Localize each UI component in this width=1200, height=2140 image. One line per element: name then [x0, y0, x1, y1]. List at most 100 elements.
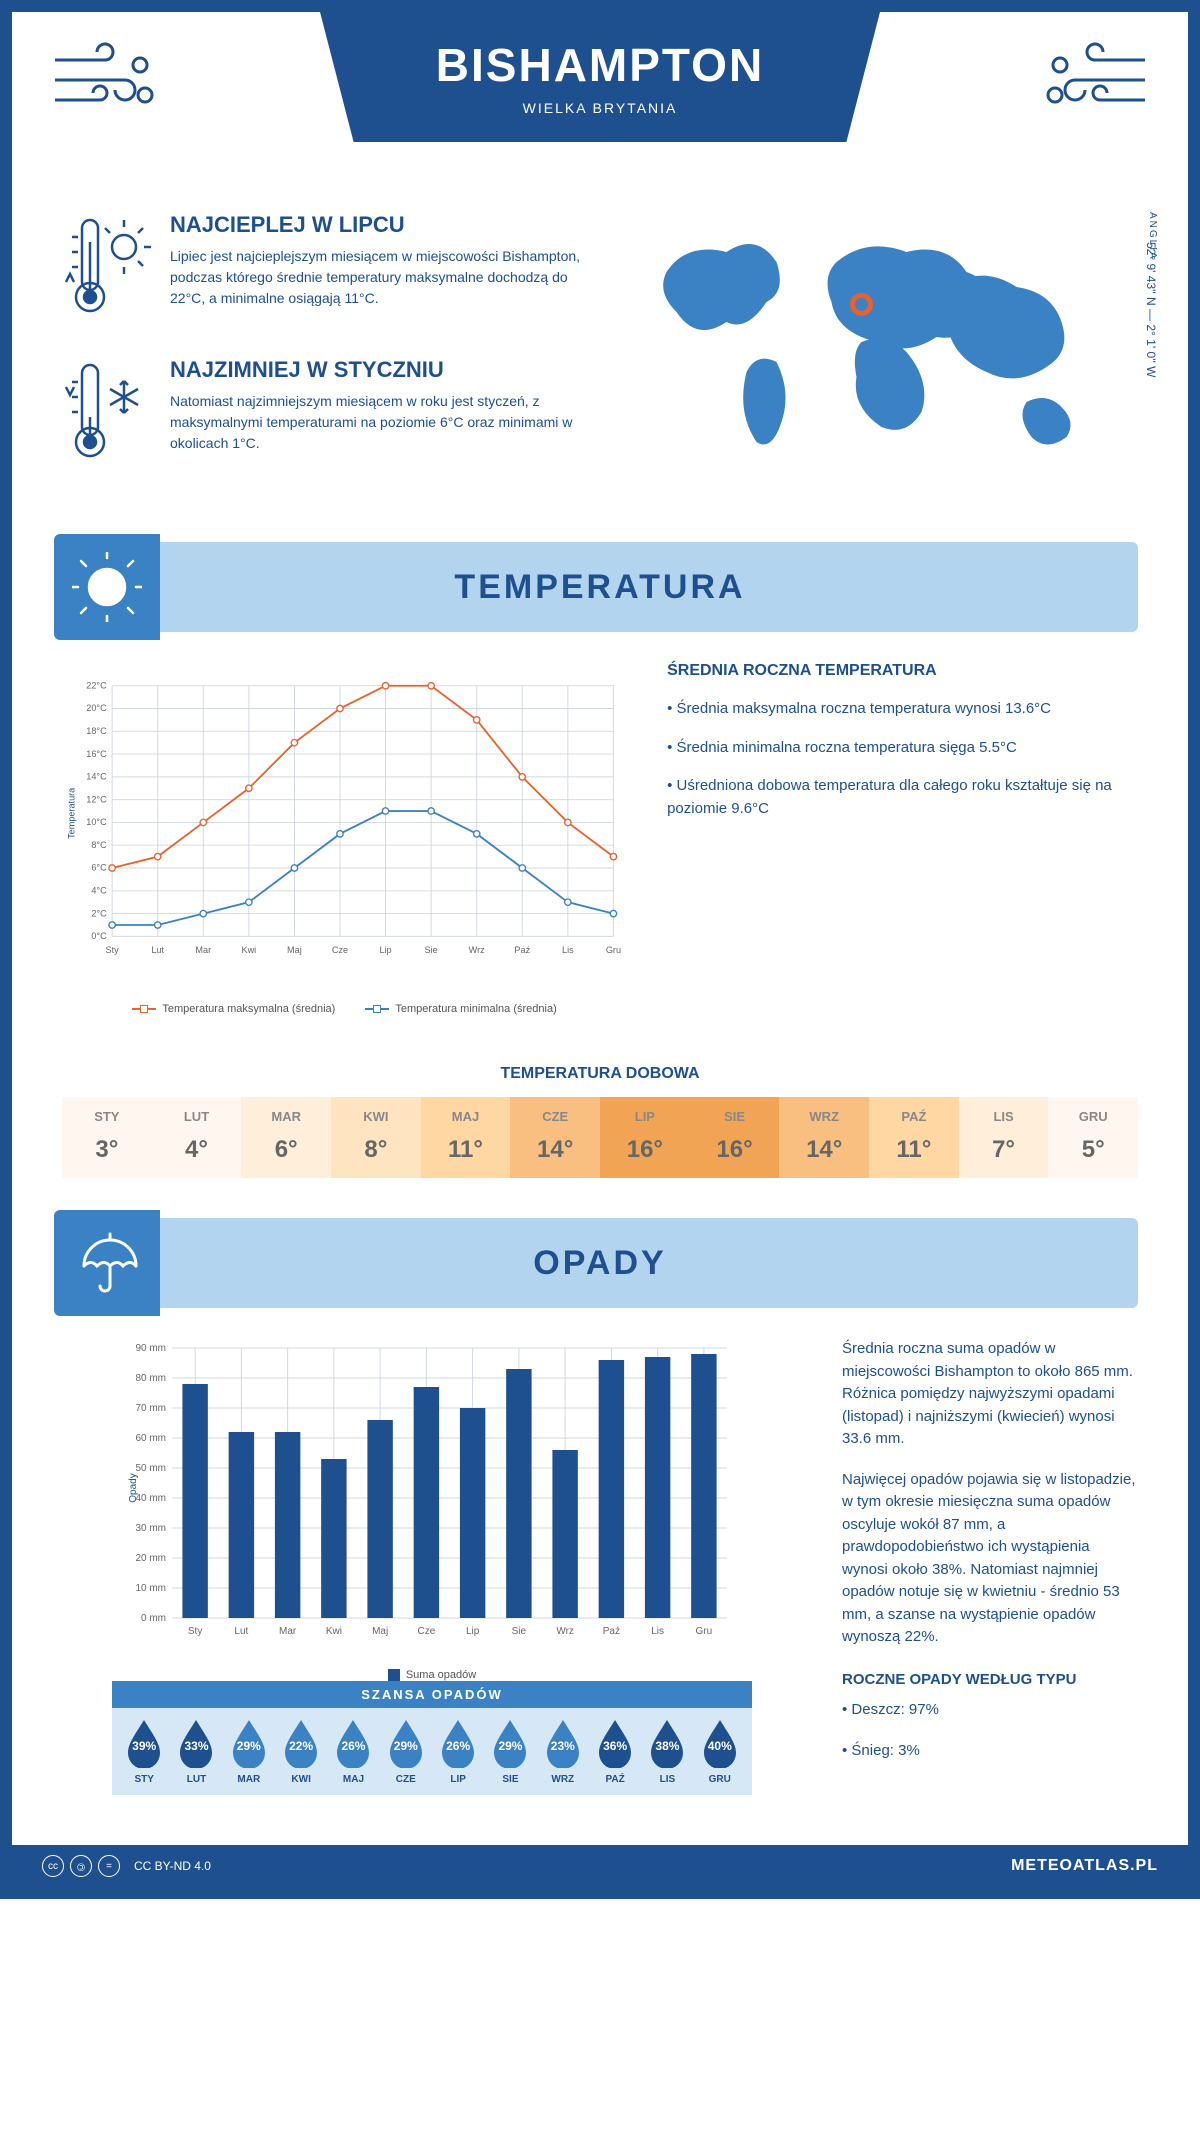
svg-text:90 mm: 90 mm [135, 1343, 166, 1354]
footer: cc 🄯 = CC BY-ND 4.0 METEOATLAS.PL [12, 1845, 1188, 1887]
svg-text:22°C: 22°C [86, 680, 107, 690]
daily-cell: LUT4° [152, 1097, 242, 1178]
svg-text:Lis: Lis [651, 1626, 664, 1637]
precipitation-info: Średnia roczna suma opadów w miejscowośc… [842, 1338, 1138, 1825]
svg-text:Gru: Gru [696, 1626, 713, 1637]
rain-chance-cell: 39%STY [118, 1718, 170, 1785]
temperature-title: TEMPERATURA [454, 568, 745, 607]
legend-label: Suma opadów [406, 1669, 476, 1681]
svg-text:Lut: Lut [234, 1626, 248, 1637]
coordinates: 52° 9' 43'' N — 2° 1' 0'' W [1144, 242, 1158, 377]
svg-text:0°C: 0°C [91, 931, 107, 941]
chart-legend: Temperatura maksymalna (średnia)Temperat… [62, 1003, 627, 1015]
type-item: • Deszcz: 97% [842, 1699, 1138, 1722]
svg-text:40 mm: 40 mm [135, 1493, 166, 1504]
svg-text:8°C: 8°C [91, 840, 107, 850]
rain-chance-cell: 26%MAJ [327, 1718, 379, 1785]
svg-text:0 mm: 0 mm [141, 1613, 166, 1624]
svg-text:10 mm: 10 mm [135, 1583, 166, 1594]
wind-icon [50, 40, 160, 136]
svg-text:14°C: 14°C [86, 772, 107, 782]
precipitation-title: OPADY [533, 1244, 666, 1283]
rain-chance-cell: 36%PAŹ [589, 1718, 641, 1785]
by-icon: 🄯 [70, 1855, 92, 1877]
type-item: • Śnieg: 3% [842, 1740, 1138, 1763]
svg-text:Paź: Paź [514, 945, 530, 955]
precip-text-2: Najwięcej opadów pojawia się w listopadz… [842, 1469, 1138, 1649]
umbrella-icon [54, 1210, 160, 1316]
types-title: ROCZNE OPADY WEDŁUG TYPU [842, 1669, 1138, 1692]
svg-text:Sty: Sty [188, 1626, 202, 1637]
rain-chance-cell: 26%LIP [432, 1718, 484, 1785]
cc-icon: cc [42, 1855, 64, 1877]
svg-text:Mar: Mar [279, 1626, 297, 1637]
daily-cell: GRU5° [1048, 1097, 1138, 1178]
thermometer-sun-icon [62, 212, 152, 327]
daily-temp-table: STY3° LUT4° MAR6° KWI8° MAJ11° CZE14° LI… [62, 1097, 1138, 1178]
daily-cell: STY3° [62, 1097, 152, 1178]
header: BISHAMPTON WIELKA BRYTANIA [12, 12, 1188, 192]
svg-text:Cze: Cze [417, 1626, 435, 1637]
rain-chance-cell: 38%LIS [641, 1718, 693, 1785]
svg-text:10°C: 10°C [86, 817, 107, 827]
rain-chance-cell: 23%WRZ [537, 1718, 589, 1785]
svg-text:2°C: 2°C [91, 908, 107, 918]
info-bullet: • Uśredniona dobowa temperatura dla całe… [667, 775, 1138, 820]
daily-cell: MAJ11° [421, 1097, 511, 1178]
svg-text:Lut: Lut [151, 945, 164, 955]
warm-text: Lipiec jest najcieplejszym miesiącem w m… [170, 246, 585, 309]
daily-cell: LIP16° [600, 1097, 690, 1178]
daily-cell: CZE14° [510, 1097, 600, 1178]
daily-cell: LIS7° [959, 1097, 1049, 1178]
info-bullet: • Średnia minimalna roczna temperatura s… [667, 737, 1138, 760]
precipitation-header: OPADY [62, 1218, 1138, 1308]
svg-text:Sie: Sie [512, 1626, 527, 1637]
daily-cell: PAŹ11° [869, 1097, 959, 1178]
thermometer-snow-icon [62, 357, 152, 472]
svg-text:Sie: Sie [425, 945, 438, 955]
chance-title: SZANSA OPADÓW [112, 1681, 752, 1708]
svg-text:Lip: Lip [379, 945, 391, 955]
title-banner: BISHAMPTON WIELKA BRYTANIA [320, 12, 880, 142]
svg-text:Gru: Gru [606, 945, 621, 955]
daily-cell: KWI8° [331, 1097, 421, 1178]
sun-icon [54, 534, 160, 640]
svg-text:16°C: 16°C [86, 749, 107, 759]
svg-text:Wrz: Wrz [556, 1626, 574, 1637]
world-map [615, 212, 1138, 492]
svg-text:50 mm: 50 mm [135, 1463, 166, 1474]
svg-text:18°C: 18°C [86, 726, 107, 736]
site-name: METEOATLAS.PL [1011, 1857, 1158, 1875]
svg-text:Kwi: Kwi [242, 945, 257, 955]
rain-chance-cell: 29%CZE [380, 1718, 432, 1785]
rain-chance-cell: 29%SIE [484, 1718, 536, 1785]
svg-text:Paź: Paź [603, 1626, 620, 1637]
license-text: CC BY-ND 4.0 [134, 1859, 211, 1873]
city-name: BISHAMPTON [320, 38, 880, 92]
svg-text:Lis: Lis [562, 945, 574, 955]
country-name: WIELKA BRYTANIA [320, 100, 880, 116]
svg-text:Mar: Mar [195, 945, 211, 955]
temperature-header: TEMPERATURA [62, 542, 1138, 632]
rain-chance-cell: 22%KWI [275, 1718, 327, 1785]
temperature-chart: Temperatura0°C2°C4°C6°C8°C10°C12°C14°C16… [62, 662, 627, 1015]
rain-chance-cell: 40%GRU [694, 1718, 746, 1785]
precip-text-1: Średnia roczna suma opadów w miejscowośc… [842, 1338, 1138, 1451]
license-badge: cc 🄯 = CC BY-ND 4.0 [42, 1855, 211, 1877]
daily-cell: SIE16° [690, 1097, 780, 1178]
svg-text:70 mm: 70 mm [135, 1403, 166, 1414]
svg-text:4°C: 4°C [91, 886, 107, 896]
infographic-page: BISHAMPTON WIELKA BRYTANIA NAJCIEPLEJ W … [0, 0, 1200, 1899]
intro-section: NAJCIEPLEJ W LIPCU Lipiec jest najcieple… [12, 192, 1188, 542]
svg-text:20 mm: 20 mm [135, 1553, 166, 1564]
svg-text:6°C: 6°C [91, 863, 107, 873]
svg-text:Maj: Maj [372, 1626, 388, 1637]
daily-cell: MAR6° [241, 1097, 331, 1178]
info-title: ŚREDNIA ROCZNA TEMPERATURA [667, 662, 1138, 680]
precipitation-chart: Opady0 mm10 mm20 mm30 mm40 mm50 mm60 mm7… [62, 1338, 802, 1825]
svg-text:Sty: Sty [106, 945, 120, 955]
rain-chance-cell: 29%MAR [223, 1718, 275, 1785]
info-bullet: • Średnia maksymalna roczna temperatura … [667, 698, 1138, 721]
warm-fact: NAJCIEPLEJ W LIPCU Lipiec jest najcieple… [62, 212, 585, 327]
svg-text:60 mm: 60 mm [135, 1433, 166, 1444]
